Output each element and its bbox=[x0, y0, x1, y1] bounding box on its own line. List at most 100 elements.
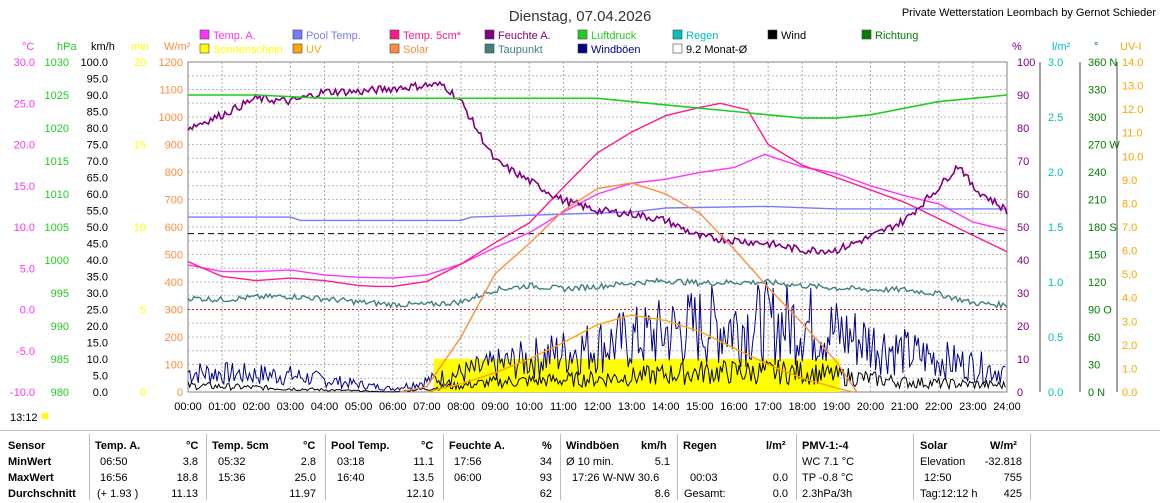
hdr-solar: Solar bbox=[920, 440, 948, 452]
axis-kmh-tick: 25.0 bbox=[87, 305, 108, 317]
col-sep bbox=[913, 434, 914, 500]
axis-pct-tick: 70 bbox=[1017, 156, 1029, 168]
axis-pct-tick: 40 bbox=[1017, 255, 1029, 267]
row-min-c1a: 06:50 bbox=[100, 456, 128, 468]
axis-hpa-tick: 980 bbox=[51, 387, 69, 399]
series-layer bbox=[187, 80, 1008, 393]
axis-kmh-tick: 30.0 bbox=[87, 288, 108, 300]
hdr-pmv: PMV-1:-4 bbox=[802, 440, 849, 452]
row-min-c8a: Elevation bbox=[920, 456, 966, 468]
axis-kmh-tick: 70.0 bbox=[87, 156, 108, 168]
row-min-c2a: 05:32 bbox=[218, 456, 246, 468]
axis-min-tick: 20 bbox=[134, 57, 146, 69]
axis-temp-tick: 15.0 bbox=[14, 181, 35, 193]
axis-hpa-tick: 995 bbox=[51, 288, 69, 300]
row-max-c2b: 25.0 bbox=[294, 472, 316, 484]
legend-label: Windböen bbox=[591, 44, 641, 56]
axis-temp-tick: 0.0 bbox=[20, 305, 35, 317]
x-tick-label: 12:00 bbox=[584, 401, 612, 413]
series-feuchte-a- bbox=[187, 80, 1008, 256]
row-avg-c8b: 425 bbox=[1003, 488, 1022, 500]
grid bbox=[187, 61, 1008, 393]
hdr-feuchte-unit: % bbox=[542, 440, 552, 452]
axis-deg-tick: 120 bbox=[1088, 277, 1106, 289]
row-min-c2b: 2.8 bbox=[300, 456, 316, 468]
axis-uvi-tick: 4.0 bbox=[1122, 293, 1137, 305]
axis-pct-tick: 90 bbox=[1017, 90, 1029, 102]
axis-lm2-tick: 1.0 bbox=[1048, 277, 1063, 289]
row-min-label: MinWert bbox=[8, 456, 52, 468]
row-max-c4a: 06:00 bbox=[454, 472, 482, 484]
legend: Temp. A. Pool Temp. Temp. 5cm* Feuchte A. Lu… bbox=[199, 29, 918, 56]
axis-pct-tick: 0 bbox=[1017, 387, 1023, 399]
axis-deg-tick: 270 W bbox=[1088, 140, 1120, 152]
row-max-c6a: 00:03 bbox=[690, 472, 718, 484]
axis-lm2-tick: 0.0 bbox=[1048, 387, 1063, 399]
legend-swatch bbox=[199, 43, 210, 54]
legend-label: Luftdruck bbox=[591, 30, 637, 42]
hdr-pool-unit: °C bbox=[421, 440, 434, 452]
axis-wm2-tick: 500 bbox=[165, 250, 183, 262]
x-tick-label: 23:00 bbox=[959, 401, 987, 413]
axis-temp-tick: 5.0 bbox=[20, 263, 35, 275]
legend-label: Feuchte A. bbox=[498, 30, 551, 42]
axis-deg-tick: 180 S bbox=[1088, 222, 1117, 234]
axis-uvi-tick: 6.0 bbox=[1122, 246, 1137, 258]
axis-lm2-tick: 0.5 bbox=[1048, 332, 1063, 344]
axis-hpa-tick: 1015 bbox=[45, 156, 69, 168]
axis-min-tick: 5 bbox=[140, 305, 146, 317]
axis-kmh-tick: 40.0 bbox=[87, 255, 108, 267]
axis-deg-tick: 330 bbox=[1088, 85, 1106, 97]
axis-uvi-tick: 1.0 bbox=[1122, 363, 1137, 375]
axis-uvi-tick: 2.0 bbox=[1122, 340, 1137, 352]
series-windboeen bbox=[187, 281, 1006, 392]
axis-deg-tick: 0 N bbox=[1088, 387, 1105, 399]
axis-kmh-tick: 80.0 bbox=[87, 123, 108, 135]
axis-deg-tick: 210 bbox=[1088, 195, 1106, 207]
axis-kmh-tick: 50.0 bbox=[87, 222, 108, 234]
axis-deg-tick: 90 O bbox=[1088, 305, 1112, 317]
legend-swatch bbox=[484, 29, 495, 40]
x-tick-label: 04:00 bbox=[311, 401, 339, 413]
legend-swatch bbox=[672, 29, 683, 40]
axis-uvi-tick: 5.0 bbox=[1122, 269, 1137, 281]
col-sep bbox=[443, 434, 444, 500]
row-min-c8b: -32.818 bbox=[984, 456, 1022, 468]
axis-min-tick: 15 bbox=[134, 140, 146, 152]
col-sep bbox=[677, 434, 678, 500]
col-sep bbox=[796, 434, 797, 500]
axis-lm2-tick: 1.5 bbox=[1048, 222, 1063, 234]
axis-min-tick: 0 bbox=[140, 387, 146, 399]
row-min-c5a: Ø 10 min. bbox=[566, 456, 614, 468]
series-taupunkt bbox=[187, 277, 1008, 310]
axis-kmh-tick: 85.0 bbox=[87, 107, 108, 119]
axis-kmh-tick: 90.0 bbox=[87, 90, 108, 102]
axis-deg-tick: 240 bbox=[1088, 167, 1106, 179]
x-tick-label: 06:00 bbox=[379, 401, 407, 413]
row-avg-c6b: 0.0 bbox=[772, 488, 788, 500]
row-max-c6b: 0.0 bbox=[772, 472, 788, 484]
axis-pct-tick: 50 bbox=[1017, 222, 1029, 234]
axis-pct-unit: % bbox=[1012, 41, 1022, 53]
legend-swatch bbox=[767, 29, 778, 40]
axis-wm2-tick: 0 bbox=[177, 387, 183, 399]
row-avg-c8a: Tag:12:12 h bbox=[920, 488, 978, 500]
axis-hpa-tick: 1010 bbox=[45, 189, 69, 201]
x-tick-label: 21:00 bbox=[891, 401, 919, 413]
legend-label: Taupunkt bbox=[498, 44, 543, 56]
row-max-c1a: 16:56 bbox=[100, 472, 128, 484]
row-avg-c1b: 11.13 bbox=[171, 488, 198, 500]
hdr-pool: Pool Temp. bbox=[331, 440, 390, 452]
axis-kmh-tick: 45.0 bbox=[87, 239, 108, 251]
hdr-feuchte: Feuchte A. bbox=[449, 440, 505, 452]
x-tick-label: 01:00 bbox=[208, 401, 236, 413]
row-avg-c4b: 62 bbox=[539, 488, 552, 500]
row-min-c4b: 34 bbox=[539, 456, 552, 468]
axis-uvi-tick: 7.0 bbox=[1122, 222, 1137, 234]
x-tick-label: 16:00 bbox=[720, 401, 748, 413]
row-avg-c6a: Gesamt: bbox=[684, 488, 726, 500]
x-tick-label: 11:00 bbox=[550, 401, 577, 413]
hdr-windboeen-unit: km/h bbox=[641, 440, 667, 452]
axis-temp-tick: 10.0 bbox=[14, 222, 35, 234]
x-tick-label: 03:00 bbox=[277, 401, 305, 413]
